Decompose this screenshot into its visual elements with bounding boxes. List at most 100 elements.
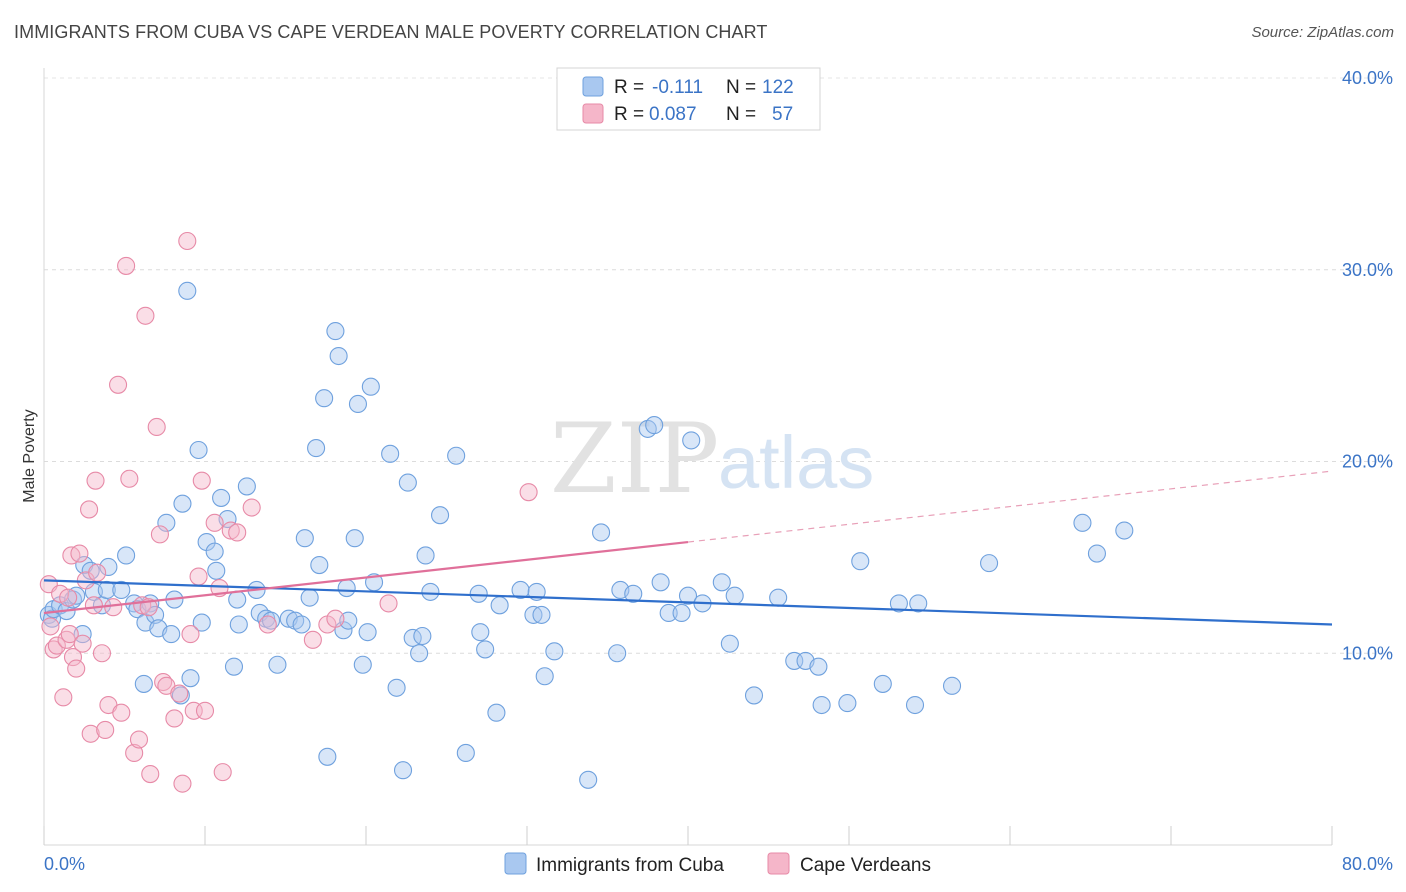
- point-cuba-63: [358, 623, 377, 642]
- point-cape-verdean-53: [258, 615, 277, 634]
- watermark-atlas: atlas: [718, 421, 874, 504]
- point-cape-verdean-56: [326, 609, 345, 628]
- point-cape-verdean-5: [54, 688, 73, 707]
- point-cuba-74: [421, 582, 440, 601]
- point-cuba-56: [329, 346, 348, 366]
- point-cuba-53: [315, 389, 334, 408]
- point-cuba-98: [678, 586, 698, 605]
- point-cape-verdean-39: [170, 684, 189, 703]
- legend-n-label-cuba: N =: [726, 77, 756, 98]
- point-cuba-61: [348, 394, 368, 414]
- gridlines: [44, 77, 1393, 654]
- point-cuba-120: [1115, 521, 1134, 540]
- point-cuba-21: [146, 605, 165, 624]
- legend-swatch-cuba: [582, 76, 604, 97]
- point-cape-verdean-41: [178, 231, 197, 251]
- point-cape-verdean-38: [165, 709, 184, 728]
- point-cuba-80: [487, 703, 506, 722]
- point-cuba-81: [490, 596, 509, 615]
- legend-r-label-cape-verdean: R =: [614, 104, 644, 125]
- point-cuba-82: [511, 580, 530, 600]
- x-tick-label-max: 80.0%: [1342, 854, 1393, 874]
- point-cuba-38: [228, 590, 247, 609]
- bottom-legend-swatch-cuba: [504, 852, 527, 875]
- point-cuba-109: [812, 695, 831, 715]
- point-cuba-48: [292, 615, 311, 634]
- point-cape-verdean-54: [303, 630, 322, 649]
- point-cape-verdean-3: [47, 636, 66, 655]
- point-cuba-51: [307, 439, 326, 458]
- point-cuba-34: [207, 561, 226, 580]
- legend-r-value-cape-verdean: 0.087: [649, 104, 697, 125]
- point-cuba-90: [608, 644, 627, 663]
- point-cape-verdean-25: [112, 703, 131, 722]
- point-cuba-14: [112, 580, 131, 600]
- point-cape-verdean-8: [60, 625, 79, 644]
- point-cuba-64: [361, 377, 380, 396]
- point-cuba-24: [162, 625, 181, 644]
- point-cuba-18: [134, 674, 153, 693]
- point-cape-verdean-31: [136, 306, 155, 325]
- point-cape-verdean-44: [189, 567, 208, 586]
- point-cuba-23: [157, 513, 176, 532]
- point-cuba-69: [398, 473, 417, 492]
- point-cape-verdean-11: [67, 659, 86, 678]
- point-cuba-68: [393, 761, 413, 780]
- point-cape-verdean-35: [150, 525, 169, 544]
- point-cuba-108: [809, 657, 828, 676]
- point-cape-verdean-21: [96, 720, 115, 740]
- point-cuba-1: [42, 609, 62, 628]
- point-cape-verdean-33: [141, 765, 160, 784]
- point-cuba-35: [212, 488, 231, 507]
- point-cuba-78: [471, 623, 490, 642]
- point-cuba-112: [873, 674, 892, 693]
- point-cuba-40: [237, 477, 256, 496]
- y-tick-labels: 10.0% 20.0% 30.0% 40.0%: [1342, 68, 1393, 663]
- legend-n-label-cape-verdean: N =: [726, 104, 756, 125]
- trend-line-cape-verdean-extension: [687, 470, 1333, 543]
- point-cuba-54: [318, 747, 337, 766]
- point-cape-verdean-49: [213, 763, 232, 782]
- point-cape-verdean-12: [70, 544, 89, 563]
- point-cuba-30: [189, 440, 208, 460]
- point-cape-verdean-1: [41, 617, 60, 636]
- legend-n-value-cuba: 122: [762, 77, 794, 98]
- point-cape-verdean-47: [205, 513, 224, 532]
- point-cuba-102: [720, 634, 739, 653]
- point-cuba-88: [579, 770, 598, 789]
- point-cape-verdean-34: [147, 417, 166, 437]
- point-cuba-58: [337, 579, 356, 598]
- point-cape-verdean-18: [86, 471, 105, 490]
- point-cuba-49: [295, 529, 314, 548]
- point-cuba-37: [224, 657, 244, 676]
- series-cape-verdean-points: [39, 231, 538, 793]
- legend-swatch-cape-verdean: [582, 103, 604, 124]
- source-label: Source: ZipAtlas.com: [1251, 24, 1394, 41]
- point-cuba-110: [838, 694, 857, 713]
- point-cuba-45: [268, 655, 287, 674]
- point-cape-verdean-26: [117, 256, 136, 275]
- point-cape-verdean-17: [84, 596, 103, 615]
- y-tick-label-20: 20.0%: [1342, 452, 1393, 472]
- point-cape-verdean-50: [221, 521, 240, 540]
- bottom-legend-label-cuba: Immigrants from Cuba: [536, 855, 724, 876]
- point-cuba-39: [229, 615, 248, 634]
- bottom-legend-label-cape-verdean: Cape Verdeans: [800, 855, 931, 876]
- point-cape-verdean-58: [519, 483, 538, 502]
- point-cuba-89: [592, 523, 611, 542]
- x-tick-label-min: 0.0%: [44, 854, 85, 874]
- point-cuba-101: [712, 573, 731, 592]
- point-cuba-75: [431, 506, 450, 525]
- point-cuba-116: [942, 676, 962, 695]
- y-tick-label-10: 10.0%: [1342, 643, 1393, 663]
- point-cuba-92: [624, 584, 643, 603]
- point-cuba-121: [469, 584, 488, 603]
- point-cuba-87: [545, 642, 564, 661]
- point-cape-verdean-16: [81, 724, 100, 743]
- point-cuba-97: [672, 603, 691, 623]
- point-cuba-60: [345, 529, 364, 548]
- point-cuba-85: [532, 605, 551, 624]
- point-cuba-77: [456, 743, 475, 763]
- bottom-legend-swatch-cape-verdean: [767, 852, 790, 875]
